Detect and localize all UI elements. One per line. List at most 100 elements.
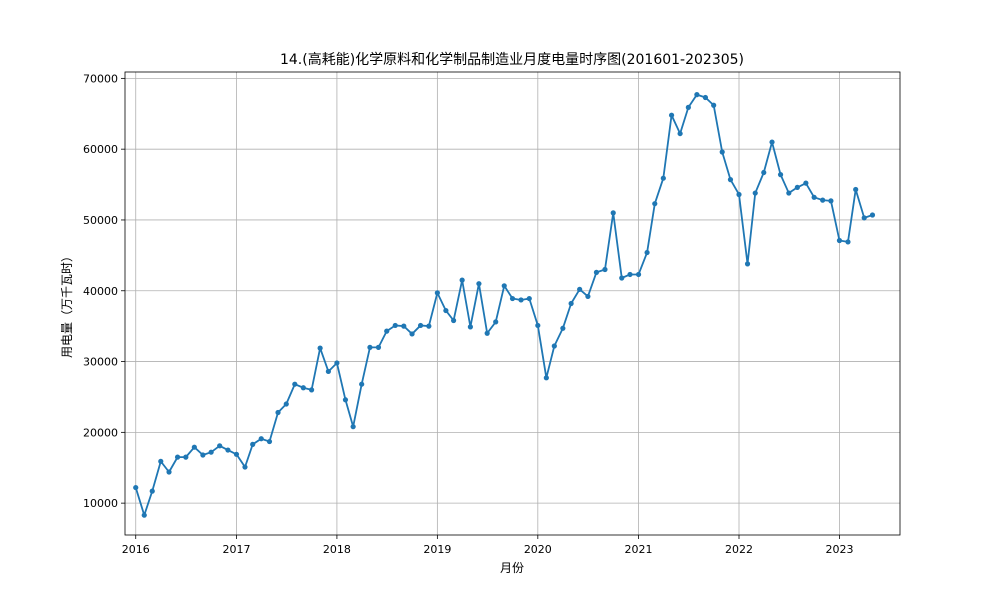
data-point (736, 191, 742, 198)
x-tick-label: 2022 (725, 543, 753, 556)
y-tick-label: 50000 (83, 214, 118, 227)
data-point (610, 210, 616, 216)
data-point (242, 464, 248, 470)
data-point (434, 290, 440, 296)
data-point (233, 451, 240, 457)
x-tick-label: 2018 (323, 543, 351, 556)
data-point (174, 454, 181, 460)
data-point (317, 345, 323, 351)
plot-area-frame (124, 71, 901, 536)
data-point (149, 488, 155, 494)
data-point (158, 458, 164, 464)
data-point (375, 344, 382, 350)
data-point (577, 286, 583, 292)
data-point (225, 447, 231, 453)
y-axis-label: 用电量（万千瓦时） (60, 250, 74, 358)
data-point (141, 512, 147, 518)
data-point (568, 300, 574, 307)
data-point (208, 449, 214, 455)
data-point (752, 190, 758, 196)
data-point (627, 271, 633, 278)
data-point (467, 324, 473, 330)
data-point (602, 266, 608, 273)
data-point (769, 139, 775, 145)
data-point (133, 484, 139, 491)
data-point (217, 443, 223, 449)
data-point (250, 441, 256, 447)
data-point (518, 297, 524, 303)
data-point (300, 385, 306, 391)
data-point (384, 328, 390, 334)
data-points (133, 92, 876, 518)
data-point (459, 277, 465, 283)
x-tick-label: 2019 (423, 543, 451, 556)
data-point (535, 322, 541, 329)
x-tick-label: 2023 (825, 543, 853, 556)
data-point (585, 293, 591, 300)
x-tick-label: 2021 (625, 543, 653, 556)
data-point (275, 409, 281, 416)
data-point (200, 452, 206, 458)
data-point (493, 319, 499, 325)
y-tick-label: 10000 (83, 497, 118, 510)
data-point (869, 212, 876, 218)
data-point (501, 283, 507, 289)
x-axis-ticks: 2016 2017 2018 2019 2020 2021 2022 2023 (122, 535, 853, 556)
data-point (727, 177, 734, 183)
data-point (685, 104, 691, 110)
data-point (593, 269, 600, 275)
chart-title: 14.(高耗能)化学原料和化学制品制造业月度电量时序图(201601-20230… (280, 51, 744, 68)
x-tick-label: 2016 (122, 543, 150, 556)
data-point (820, 197, 826, 203)
data-point (258, 436, 264, 442)
data-point (292, 381, 298, 387)
data-point (401, 323, 407, 329)
data-point (266, 438, 273, 445)
data-point (484, 330, 490, 336)
data-point (166, 469, 172, 475)
data-point (803, 180, 809, 186)
data-point (668, 112, 675, 118)
data-point (426, 323, 432, 329)
data-point (451, 317, 457, 324)
data-point (191, 444, 197, 450)
x-axis-label: 月份 (500, 561, 524, 575)
data-point (644, 249, 650, 256)
data-point (443, 307, 449, 314)
data-point (509, 295, 516, 302)
data-point (619, 275, 625, 281)
y-tick-label: 20000 (83, 426, 118, 439)
data-point (526, 295, 532, 302)
data-point (836, 237, 843, 244)
data-point (711, 102, 717, 108)
data-point (350, 424, 356, 430)
data-point (342, 397, 349, 403)
data-point (811, 194, 817, 200)
data-point (308, 387, 315, 393)
data-point (660, 175, 666, 181)
data-point (476, 281, 482, 287)
data-point (861, 215, 867, 221)
data-point (761, 169, 767, 176)
data-point (283, 401, 289, 407)
data-point (677, 130, 683, 137)
data-point (367, 344, 373, 350)
data-point (702, 94, 709, 101)
data-point (777, 172, 784, 178)
data-point (560, 325, 566, 331)
y-tick-label: 60000 (83, 143, 118, 156)
data-point (334, 360, 340, 366)
y-tick-label: 30000 (83, 356, 118, 369)
data-point (845, 239, 851, 245)
series-line (134, 93, 873, 517)
y-tick-label: 40000 (83, 285, 118, 298)
data-point (635, 271, 642, 278)
x-tick-label: 2017 (222, 543, 250, 556)
y-axis-ticks: 10000 20000 30000 40000 50000 60000 70000 (83, 72, 125, 510)
data-point (828, 198, 834, 204)
data-point (853, 186, 859, 193)
data-point (694, 92, 700, 98)
data-point (719, 149, 725, 155)
data-point (392, 322, 398, 329)
